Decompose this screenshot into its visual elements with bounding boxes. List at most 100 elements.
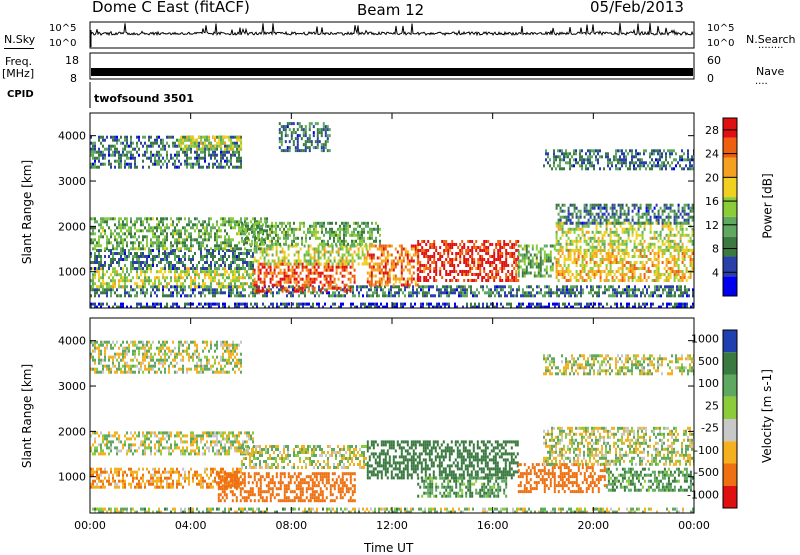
- echo-cell-band-9: [355, 228, 357, 231]
- echo-cell-band-9: [281, 231, 283, 234]
- echo-cell-band-12: [513, 276, 515, 279]
- echo-cell-band-2: [210, 273, 212, 276]
- echo-cell-band-7: [330, 284, 332, 287]
- echo-cell-band-2: [140, 285, 142, 288]
- echo-cell-band-3: [120, 252, 122, 255]
- echo-cell-band-14: [564, 258, 566, 261]
- echo-cell-band-2: [226, 276, 228, 279]
- echo-cell-band-15: [556, 234, 558, 237]
- echo-cell-band-4: [106, 220, 108, 223]
- echo-cell-band-4: [94, 220, 96, 223]
- echo-cell-band-5: [216, 166, 218, 169]
- echo-cell-band-8: [266, 251, 268, 254]
- echo-cell-band-12: [419, 261, 421, 264]
- echo-cell-band-11: [405, 248, 407, 251]
- echo-cell-band-3: [114, 258, 116, 261]
- echo-cell-band-9: [275, 228, 277, 231]
- echo-cell-band-11: [379, 266, 381, 269]
- echo-cell-band-10: [323, 146, 325, 149]
- echo-cell-band-1: [530, 294, 532, 297]
- echo-cell-band-10: [321, 134, 323, 137]
- echo-cell-band-5: [218, 166, 220, 169]
- echo-cell-band-12: [467, 246, 469, 249]
- echo-cell-band-4: [106, 247, 108, 250]
- echo-cell-band-5: [212, 166, 214, 169]
- echo-cell-band-5: [224, 160, 226, 163]
- echo-cell-band-14: [682, 270, 684, 273]
- echo-cell-band-15: [562, 225, 564, 228]
- echo-cell-band-1: [100, 291, 102, 294]
- echo-cell-band-9: [323, 234, 325, 237]
- echo-cell-band-3: [244, 261, 246, 264]
- echo-cell-band-13: [524, 263, 526, 266]
- echo-cell-band-1: [92, 288, 94, 291]
- echo-cell-band-11: [401, 254, 403, 257]
- echo-cell-band-1: [396, 291, 398, 294]
- echo-cell-band-14: [600, 279, 602, 282]
- echo-cell-band-4: [224, 235, 226, 238]
- echo-cell-band-14: [668, 261, 670, 264]
- echo-cell-band-2: [224, 279, 226, 282]
- echo-cell-band-14: [586, 255, 588, 258]
- echo-cell-band-5: [210, 154, 212, 157]
- echo-cell-band-14: [600, 270, 602, 273]
- echo-cell-band-5: [172, 163, 174, 166]
- echo-cell-band-7: [320, 281, 322, 284]
- echo-cell-band-4: [164, 229, 166, 232]
- echo-cell-band-0: [288, 303, 290, 306]
- echo-cell-band-15: [600, 246, 602, 249]
- echo-cell-band-12: [483, 243, 485, 246]
- echo-cell-band-6: [230, 148, 232, 151]
- echo-cell-band-1: [358, 294, 360, 297]
- echo-cell-band-3: [168, 252, 170, 255]
- echo-cell-band-5: [102, 157, 104, 160]
- echo-cell-band-4: [128, 232, 130, 235]
- echo-cell-band-5: [108, 154, 110, 157]
- echo-cell-band-2: [216, 270, 218, 273]
- echo-cell-band-2: [156, 276, 158, 279]
- echo-cell-band-5: [218, 163, 220, 166]
- echo-cell-band-12: [431, 246, 433, 249]
- echo-cell-band-5: [150, 142, 152, 145]
- echo-cell-band-4: [188, 232, 190, 235]
- echo-cell-band-4: [158, 220, 160, 223]
- echo-cell-band-14: [634, 264, 636, 267]
- echo-cell-band-3: [166, 255, 168, 258]
- echo-cell-band-12: [491, 276, 493, 279]
- echo-cell-band-3: [152, 255, 154, 258]
- echo-cell-band-7: [314, 266, 316, 269]
- echo-cell-band-12: [511, 276, 513, 279]
- echo-cell-band-4: [140, 220, 142, 223]
- echo-cell-band-4: [218, 229, 220, 232]
- echo-cell-band-5: [128, 163, 130, 166]
- echo-cell-band-11: [401, 263, 403, 266]
- echo-cell-band-4: [130, 226, 132, 229]
- echo-cell-band-0: [286, 303, 288, 306]
- echo-cell-band-13: [532, 266, 534, 269]
- echo-cell-band-14: [658, 261, 660, 264]
- echo-cell-band-5: [196, 160, 198, 163]
- echo-cell-band-10: [329, 134, 331, 137]
- echo-cell-band-3: [174, 264, 176, 267]
- echo-cell-band-10: [285, 149, 287, 152]
- echo-cell-band-15: [602, 240, 604, 243]
- echo-cell-band-13: [534, 263, 536, 266]
- echo-cell-band-1: [344, 294, 346, 297]
- echo-cell-band-14: [608, 261, 610, 264]
- echo-cell-band-12: [495, 270, 497, 273]
- echo-cell-band-10: [329, 149, 331, 152]
- echo-cell-band-1: [140, 291, 142, 294]
- echo-cell-band-5: [198, 154, 200, 157]
- echo-cell-band-12: [477, 258, 479, 261]
- echo-cell-band-12: [501, 261, 503, 264]
- echo-cell-band-15: [574, 231, 576, 234]
- echo-cell-band-11: [375, 284, 377, 287]
- echo-cell-band-0: [486, 303, 488, 306]
- echo-cell-band-14: [578, 252, 580, 255]
- echo-cell-band-12: [457, 264, 459, 267]
- echo-cell-band-3: [184, 252, 186, 255]
- echo-cell-band-9: [261, 225, 263, 228]
- echo-cell-band-5: [134, 166, 136, 169]
- echo-cell-band-1: [544, 294, 546, 297]
- echo-cell-band-13: [528, 257, 530, 260]
